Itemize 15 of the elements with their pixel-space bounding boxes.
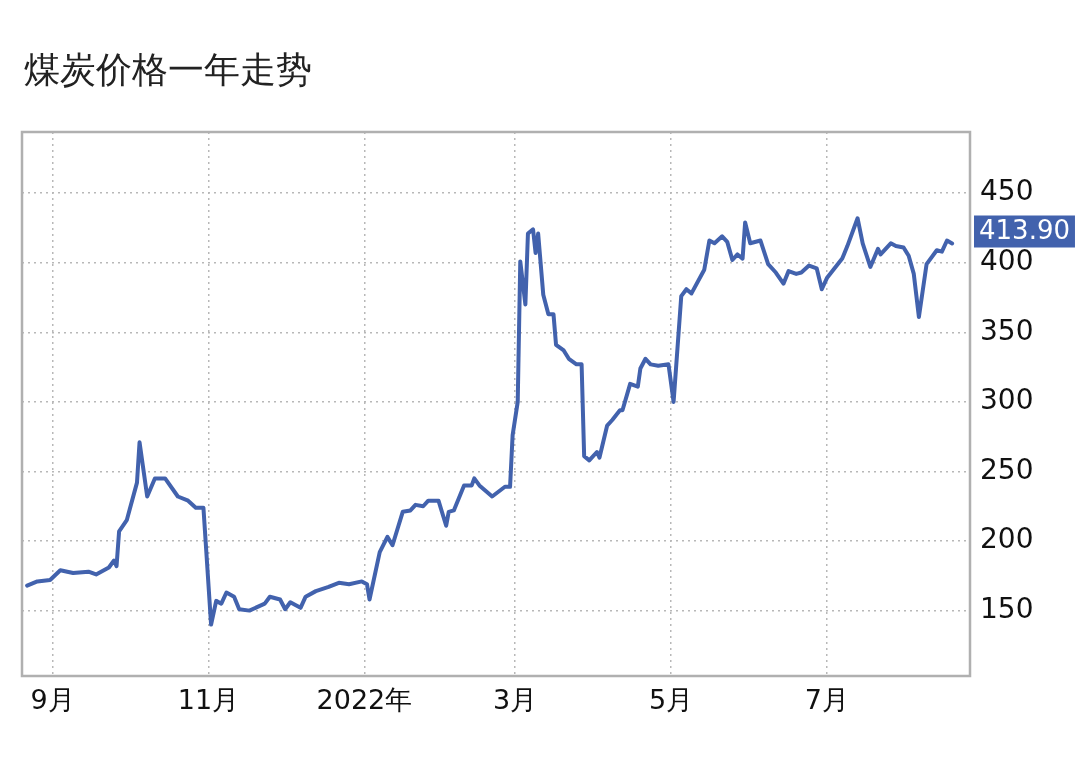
x-tick-label: 9月 <box>30 684 75 716</box>
y-tick-label: 450 <box>980 174 1034 208</box>
annotation: 413.90 <box>979 215 1070 246</box>
y-tick-label: 250 <box>980 452 1034 486</box>
y-tick-label: 350 <box>980 313 1034 347</box>
y-tick-label: 300 <box>980 383 1034 417</box>
x-tick-label: 5月 <box>648 684 694 716</box>
y-tick-label: 150 <box>980 591 1034 625</box>
x-tick-label: 2022年 <box>316 684 413 716</box>
x-tick-label: 11月 <box>177 684 240 716</box>
x-tick-label: 7月 <box>804 684 849 716</box>
x-tick-label: 3月 <box>493 684 538 716</box>
chart-title: 煤炭价格一年走势 <box>24 48 312 92</box>
y-tick-label: 400 <box>980 244 1034 278</box>
y-tick-label: 200 <box>980 522 1034 556</box>
